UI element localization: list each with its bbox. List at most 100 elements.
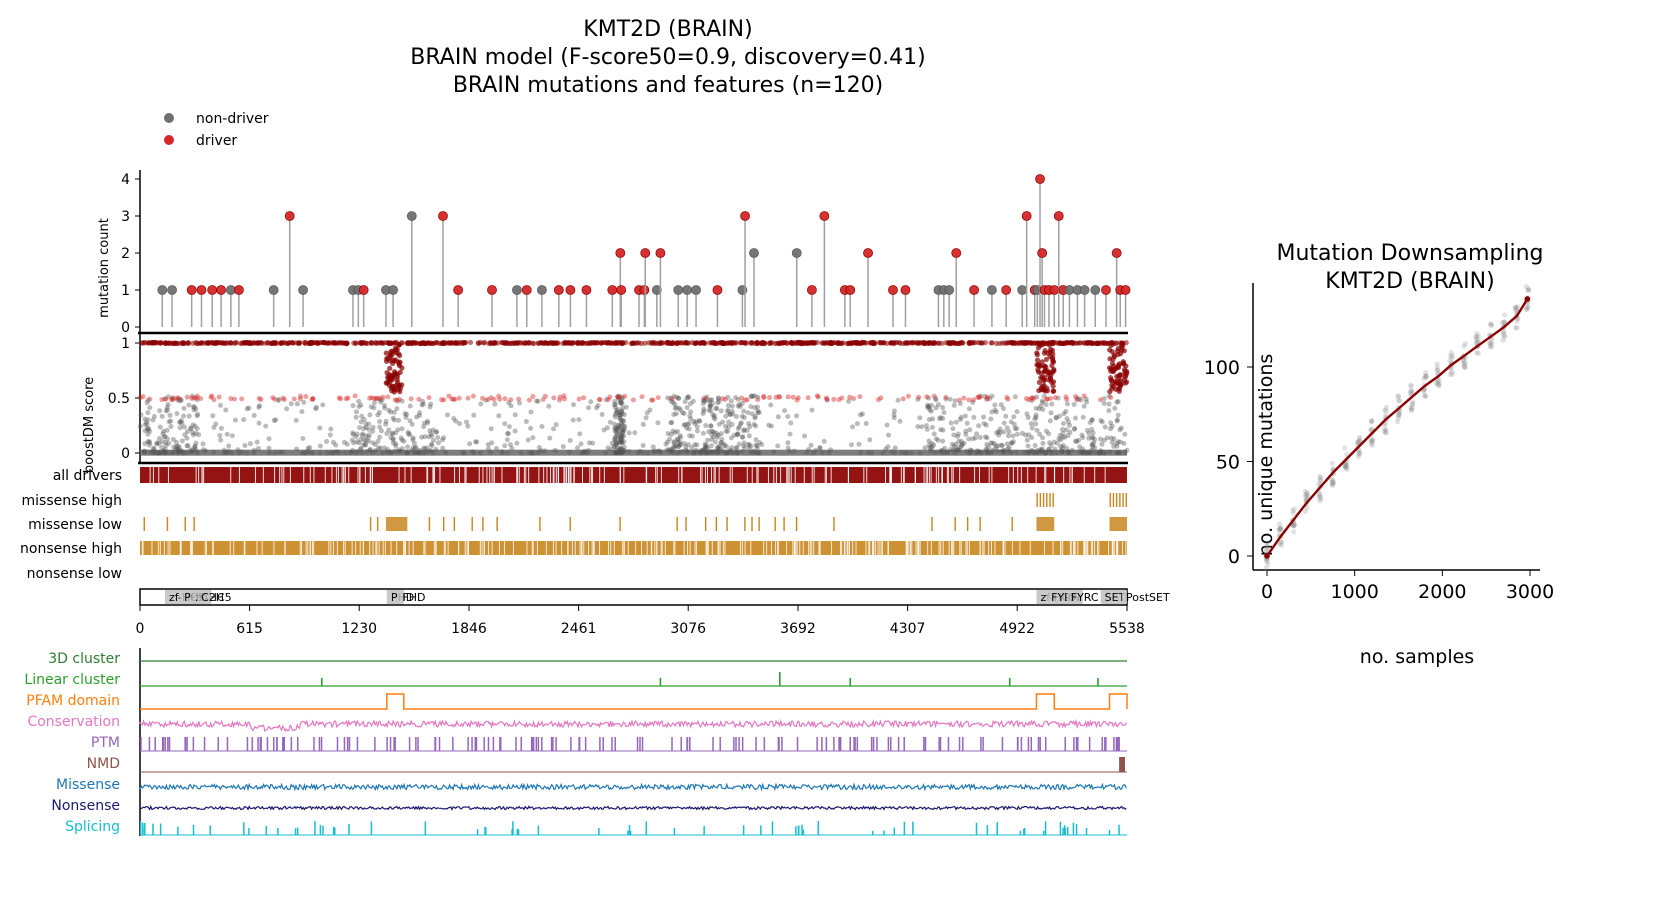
boostdm-point-nondriver	[417, 410, 423, 416]
boostdm-point-nondriver	[1092, 445, 1098, 451]
boostdm-point-nondriver	[577, 431, 583, 437]
feature-track-label: Splicing	[65, 819, 120, 835]
consequence-gap	[163, 541, 165, 555]
needle-head	[651, 285, 662, 295]
downsampling-replicate-point	[1305, 493, 1311, 499]
boostdm-point-nondriver	[615, 424, 621, 430]
consequence-gap	[563, 467, 565, 483]
downsampling-xtick-label: 3000	[1506, 581, 1554, 603]
boostdm-point-nondriver	[706, 399, 712, 405]
boostdm-point-nondriver	[1063, 409, 1069, 415]
consequence-gap	[491, 467, 493, 483]
boostdm-point-nondriver	[645, 450, 651, 456]
boostdm-point-nondriver	[189, 393, 195, 399]
consequence-gap	[157, 541, 159, 555]
consequence-gap	[1060, 541, 1062, 555]
boostdm-point-nondriver	[1079, 432, 1085, 438]
boostdm-point-nondriver	[162, 433, 168, 439]
boostdm-point-driver	[285, 340, 291, 346]
boostdm-point-nondriver	[1116, 449, 1122, 455]
boostdm-point-nondriver	[473, 439, 479, 445]
boostdm-point-driver	[979, 340, 985, 346]
boostdm-point-nondriver	[154, 441, 160, 447]
boostdm-point-nondriver	[528, 409, 534, 415]
consequence-gap	[1029, 541, 1031, 555]
boostdm-ytick-label: 1	[121, 336, 130, 352]
boostdm-point-nondriver	[1036, 406, 1042, 412]
consequence-gap	[1126, 467, 1128, 483]
boostdm-point-driver	[943, 340, 949, 346]
boostdm-point-nondriver	[605, 445, 611, 451]
boostdm-point-nondriver	[707, 403, 713, 409]
boostdm-point-nondriver	[619, 410, 625, 416]
boostdm-point-nondriver	[405, 444, 411, 450]
consequence-gap	[512, 541, 514, 555]
boostdm-point-nondriver	[707, 403, 713, 409]
boostdm-point-nondriver	[570, 402, 576, 408]
consequence-gap	[773, 467, 775, 483]
boostdm-point-driver	[939, 340, 945, 346]
boostdm-point-nondriver	[982, 393, 988, 399]
boostdm-point-mid	[193, 395, 199, 401]
consequence-gap	[342, 467, 344, 483]
consequence-gap	[877, 541, 879, 555]
boostdm-point-driver	[904, 340, 910, 346]
boostdm-point-nondriver	[399, 446, 405, 452]
boostdm-point-nondriver	[157, 450, 163, 456]
boostdm-point-nondriver	[826, 450, 832, 456]
needle-head	[1001, 285, 1012, 295]
boostdm-point-nondriver	[750, 450, 756, 456]
boostdm-point-nondriver	[932, 395, 938, 401]
boostdm-point-nondriver	[378, 399, 384, 405]
needle-head	[888, 285, 898, 295]
boostdm-point-nondriver	[1117, 427, 1123, 433]
consequence-gap	[707, 541, 709, 555]
boostdm-point-nondriver	[707, 403, 713, 409]
consequence-gap	[536, 541, 538, 555]
boostdm-point-nondriver	[727, 447, 733, 453]
consequence-gap	[863, 467, 865, 483]
boostdm-point-nondriver	[993, 409, 999, 415]
boostdm-point-nondriver	[1014, 449, 1020, 455]
boostdm-point-nondriver	[922, 445, 928, 451]
boostdm-point-nondriver	[739, 448, 745, 454]
boostdm-point-nondriver	[1118, 425, 1124, 431]
boostdm-point-nondriver	[618, 437, 624, 443]
feature-step-line	[140, 693, 1128, 710]
boostdm-point-nondriver	[618, 412, 624, 418]
boostdm-point-nondriver	[963, 431, 969, 437]
boostdm-point-nondriver	[1106, 401, 1112, 407]
boostdm-point-nondriver	[1097, 436, 1103, 442]
consequence-gap	[555, 541, 557, 555]
consequence-gap	[872, 541, 874, 555]
boostdm-point-nondriver	[684, 395, 690, 401]
boostdm-point-nondriver	[363, 438, 369, 444]
boostdm-point-nondriver	[757, 450, 763, 456]
consequence-gap	[343, 541, 345, 555]
boostdm-point-nondriver	[690, 398, 696, 404]
boostdm-point-nondriver	[892, 445, 898, 451]
boostdm-point-nondriver	[178, 448, 184, 454]
boostdm-point-nondriver	[616, 425, 622, 431]
boostdm-point-nondriver	[698, 450, 704, 456]
boostdm-point-nondriver	[682, 399, 688, 405]
consequence-gap	[311, 541, 313, 555]
feature-noise-line	[139, 804, 1127, 811]
boostdm-point-nondriver	[727, 412, 733, 418]
boostdm-point-nondriver	[1004, 441, 1010, 447]
boostdm-point-nondriver	[307, 445, 313, 451]
legend-marker-nondriver	[164, 113, 174, 123]
consequence-gap	[775, 467, 777, 483]
boostdm-point-nondriver	[880, 450, 886, 456]
consequence-gap	[426, 467, 428, 483]
boostdm-point-nondriver	[1001, 448, 1007, 454]
boostdm-point-nondriver	[611, 444, 617, 450]
boostdm-point-nondriver	[173, 443, 179, 449]
boostdm-point-nondriver	[547, 435, 553, 441]
boostdm-point-nondriver	[959, 441, 965, 447]
consequence-gap	[1085, 541, 1087, 555]
boostdm-point-nondriver	[1086, 430, 1092, 436]
needle-head	[298, 285, 308, 295]
consequence-gap	[359, 541, 361, 555]
boostdm-point-nondriver	[367, 447, 373, 453]
